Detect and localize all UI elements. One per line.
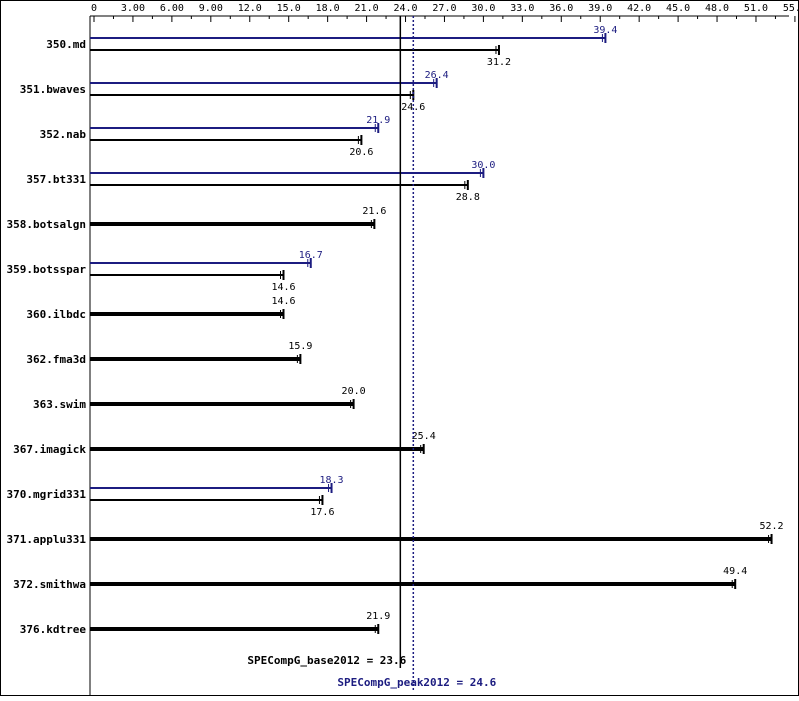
benchmark-rows: 350.md 39.4 31.2 351.bwaves 26.4 24.6 352.nab 2…	[7, 25, 784, 636]
base-value-label: 14.6	[271, 282, 295, 293]
benchmark-label: 363.swim	[33, 398, 86, 411]
benchmark-row: 357.bt331 30.0 28.8	[26, 160, 495, 203]
base-summary-label: SPECompG_base2012 = 23.6	[247, 654, 406, 667]
x-tick-label: 33.0	[510, 3, 534, 14]
x-tick-label: 30.0	[471, 3, 495, 14]
benchmark-row: 362.fma3d 15.9	[26, 341, 312, 366]
x-tick-label: 0	[91, 3, 97, 14]
benchmark-row: 363.swim 20.0	[33, 386, 366, 411]
benchmark-label: 372.smithwa	[13, 578, 86, 591]
x-tick-label: 36.0	[549, 3, 573, 14]
base-value-label: 25.4	[412, 431, 436, 442]
x-tick-label: 42.0	[627, 3, 651, 14]
x-tick-label: 27.0	[432, 3, 456, 14]
reference-lines: SPECompG_base2012 = 23.6 SPECompG_peak201…	[247, 16, 497, 690]
x-tick-label: 55.0	[783, 3, 799, 14]
base-value-label: 52.2	[760, 521, 784, 532]
x-tick-label: 6.00	[160, 3, 184, 14]
benchmark-label: 352.nab	[40, 128, 87, 141]
base-value-label: 15.9	[288, 341, 312, 352]
peak-value-label: 21.9	[366, 115, 390, 126]
benchmark-row: 360.ilbdc 14.6	[26, 296, 295, 321]
peak-value-label: 39.4	[593, 25, 617, 36]
benchmark-row: 351.bwaves 26.4 24.6	[20, 70, 449, 113]
peak-summary-label: SPECompG_peak2012 = 24.6	[337, 676, 496, 689]
base-value-label: 20.6	[349, 147, 373, 158]
x-tick-label: 18.0	[316, 3, 340, 14]
benchmark-label: 370.mgrid331	[7, 488, 87, 501]
base-value-label: 31.2	[487, 57, 511, 68]
x-tick-label: 51.0	[744, 3, 768, 14]
x-tick-label: 15.0	[277, 3, 301, 14]
x-tick-label: 3.00	[121, 3, 145, 14]
benchmark-label: 359.botsspar	[7, 263, 87, 276]
benchmark-row: 350.md 39.4 31.2	[46, 25, 617, 68]
benchmark-label: 376.kdtree	[20, 623, 87, 636]
peak-value-label: 26.4	[425, 70, 449, 81]
base-value-label: 21.6	[362, 206, 386, 217]
benchmark-row: 376.kdtree 21.9	[20, 611, 391, 636]
benchmark-row: 370.mgrid331 18.3 17.6	[7, 475, 344, 518]
benchmark-label: 351.bwaves	[20, 83, 86, 96]
benchmark-label: 358.botsalgn	[7, 218, 86, 231]
base-value-label: 49.4	[723, 566, 747, 577]
benchmark-label: 357.bt331	[26, 173, 86, 186]
peak-value-label: 30.0	[471, 160, 495, 171]
base-value-label: 24.6	[401, 102, 425, 113]
benchmark-row: 371.applu331 52.2	[7, 521, 784, 546]
base-value-label: 20.0	[342, 386, 366, 397]
x-tick-label: 39.0	[588, 3, 612, 14]
x-axis-ticks: 0 3.00 6.00 9.00 12.0 15.0 18.0 21.0 24.0 27.0 30.…	[91, 3, 799, 22]
benchmark-row: 358.botsalgn 21.6	[7, 206, 387, 231]
x-tick-label: 24.0	[393, 3, 417, 14]
benchmark-row: 367.imagick 25.4	[13, 431, 436, 456]
benchmark-label: 350.md	[46, 38, 86, 51]
x-tick-label: 21.0	[355, 3, 379, 14]
benchmark-row: 352.nab 21.9 20.6	[40, 115, 391, 158]
benchmark-label: 362.fma3d	[26, 353, 86, 366]
peak-value-label: 18.3	[319, 475, 343, 486]
benchmark-row: 359.botsspar 16.7 14.6	[7, 250, 323, 293]
peak-value-label: 16.7	[299, 250, 323, 261]
base-value-label: 14.6	[271, 296, 295, 307]
x-tick-label: 12.0	[238, 3, 262, 14]
benchmark-label: 371.applu331	[7, 533, 87, 546]
x-tick-label: 48.0	[705, 3, 729, 14]
base-value-label: 21.9	[366, 611, 390, 622]
base-value-label: 17.6	[310, 507, 334, 518]
x-tick-label: 9.00	[199, 3, 223, 14]
benchmark-label: 367.imagick	[13, 443, 86, 456]
x-tick-label: 45.0	[666, 3, 690, 14]
base-value-label: 28.8	[456, 192, 480, 203]
benchmark-label: 360.ilbdc	[26, 308, 86, 321]
